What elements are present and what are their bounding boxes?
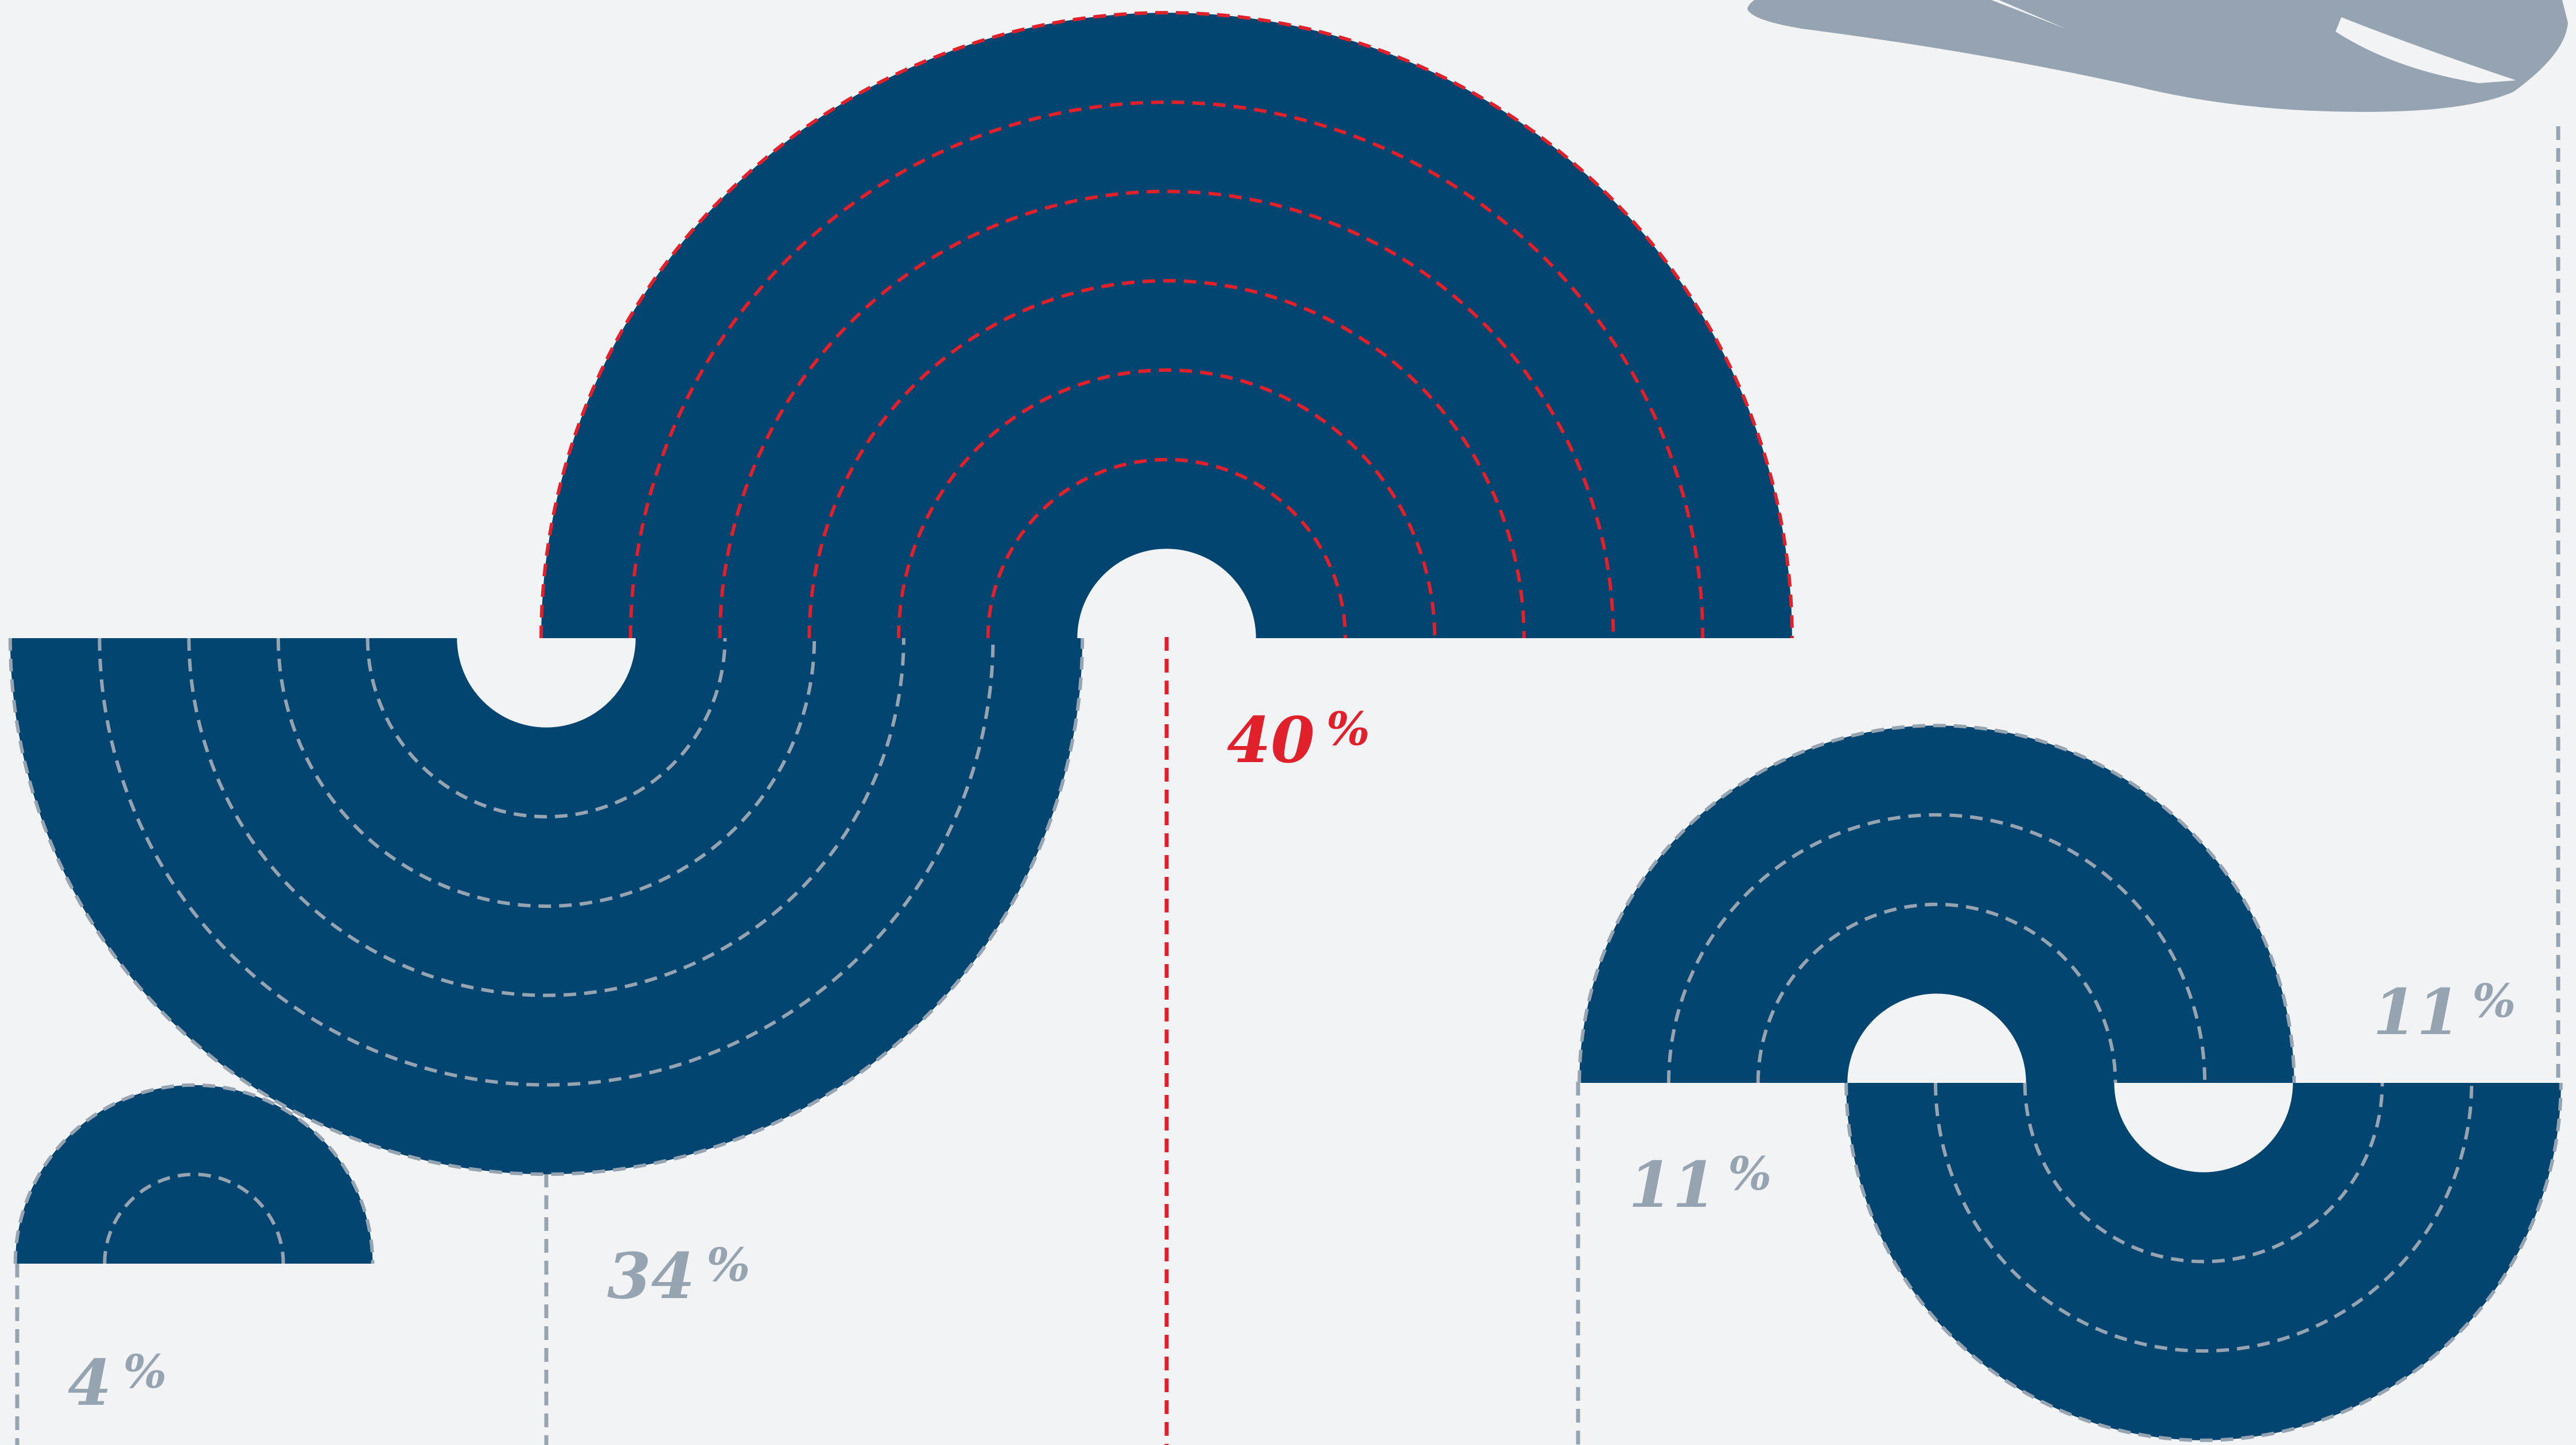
percent-label-11-right: 11% xyxy=(2373,974,2516,1049)
arc-outline xyxy=(1844,1082,2563,1442)
arc-bands xyxy=(8,11,2563,1442)
arc-ring xyxy=(187,638,906,997)
arc-shape-3 xyxy=(539,11,1794,639)
arc-ring xyxy=(2023,1082,2384,1264)
arc-ring xyxy=(98,638,995,1087)
arc-ring xyxy=(1756,902,2117,1083)
arc-shape-2 xyxy=(8,638,1085,1176)
percent-label-4: 4% xyxy=(68,1345,167,1420)
arc-ring xyxy=(103,1172,285,1264)
arc-outline xyxy=(8,638,1085,1176)
arc-ring xyxy=(1666,813,2207,1083)
arc-shape-1 xyxy=(13,1083,375,1264)
percent-label-11-left: 11% xyxy=(1629,1147,1771,1222)
arc-ring xyxy=(896,368,1437,639)
arc-ring xyxy=(807,279,1526,639)
arc-ring xyxy=(986,457,1347,639)
arc-shape-4 xyxy=(1578,724,2296,1083)
arc-ring xyxy=(276,638,817,908)
percent-label-34: 34% xyxy=(607,1238,750,1313)
arc-ring xyxy=(718,189,1615,639)
arc-outline xyxy=(1578,724,2296,1083)
airplane-icon xyxy=(1747,0,2568,112)
arc-ring xyxy=(1933,1082,2474,1353)
arc-band-fill xyxy=(541,13,1792,638)
arc-outline xyxy=(13,1083,375,1264)
guide-lines xyxy=(15,126,2561,1445)
arc-shape-5 xyxy=(1844,1082,2563,1442)
arc-ring xyxy=(628,100,1705,639)
arc-ring xyxy=(366,638,727,819)
arc-band-fill xyxy=(15,1085,373,1264)
percent-label-40: 40% xyxy=(1227,702,1370,777)
arc-outline xyxy=(539,11,1794,639)
percent-labels: 4% 34% 40% 11% 11% xyxy=(68,702,2516,1420)
